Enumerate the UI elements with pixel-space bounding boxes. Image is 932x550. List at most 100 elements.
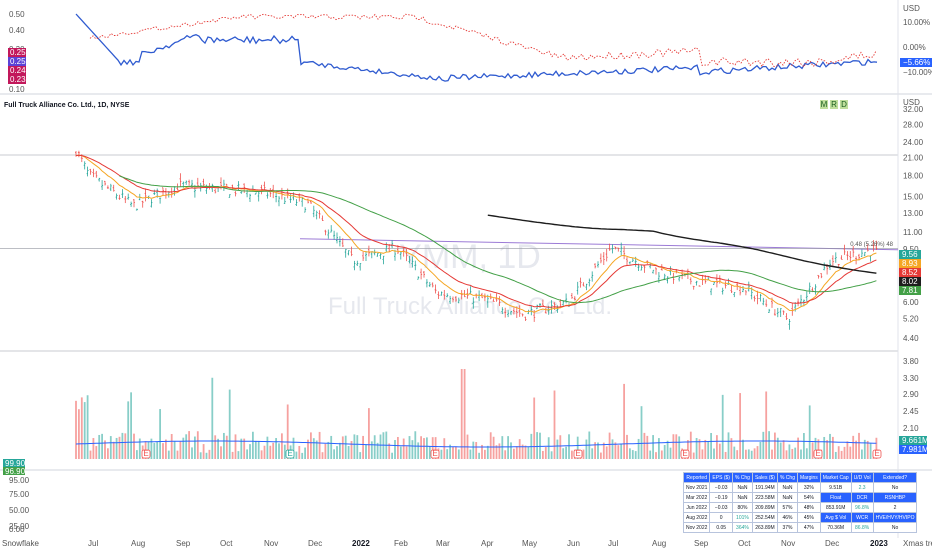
time-axis-label[interactable]: Dec: [308, 539, 322, 548]
volume-bar: [756, 446, 759, 459]
volume-bar: [124, 433, 127, 459]
table-cell: 252.54M: [751, 512, 778, 523]
table-cell: Float: [819, 492, 852, 503]
time-axis-label[interactable]: Jul: [88, 539, 98, 548]
volume-bar: [165, 439, 167, 459]
volume-bar: [692, 452, 695, 459]
table-cell: −0.03: [709, 502, 733, 513]
volume-bar: [666, 440, 669, 459]
table-cell: 46%: [776, 512, 798, 523]
volume-pane[interactable]: 3.80 3.30 2.90 2.45 2.10 E E E E E E E 9.661M7.981…: [3, 357, 929, 476]
volume-bar: [196, 431, 199, 459]
volume-bar: [130, 392, 132, 459]
earnings-marker[interactable]: E: [573, 449, 583, 459]
table-cell: Mar 2022: [682, 492, 711, 503]
fundamentals-header-cell: Extended?: [872, 472, 918, 483]
table-cell: 0: [709, 512, 733, 523]
volume-badge-bg: [899, 445, 927, 454]
time-axis-label[interactable]: Jun: [567, 539, 580, 548]
time-axis-label[interactable]: Dec: [825, 539, 839, 548]
time-axis-label[interactable]: Sep: [176, 539, 191, 548]
time-axis[interactable]: Snowflake Jul Aug Sep Oct Nov Dec 2022 Feb Mar Apr…: [2, 539, 932, 548]
volume-bar: [837, 446, 840, 459]
time-axis-label[interactable]: Snowflake: [2, 539, 39, 548]
time-axis-label[interactable]: Mar: [436, 539, 450, 548]
earnings-marker-label: E: [815, 449, 820, 458]
volume-bar: [513, 448, 515, 459]
volume-tick-label: 3.30: [903, 374, 919, 383]
earnings-marker-box: [430, 449, 440, 459]
table-cell: 0.05: [709, 522, 733, 533]
time-axis-label[interactable]: Oct: [220, 539, 233, 548]
volume-bar: [600, 452, 602, 459]
volume-bar: [605, 446, 608, 459]
table-cell: HVE/HVY/HVIPO: [872, 512, 918, 523]
volume-bar: [118, 436, 121, 459]
volume-bar: [826, 440, 828, 459]
time-axis-label[interactable]: Aug: [652, 539, 666, 548]
volume-tick-label: 3.80: [903, 357, 919, 366]
time-axis-label[interactable]: Nov: [781, 539, 795, 548]
volume-bar: [260, 450, 263, 459]
volume-bar: [594, 442, 596, 459]
price-tick-label: 32.00: [903, 105, 924, 114]
table-cell: 32%: [796, 482, 821, 493]
time-axis-label[interactable]: Oct: [738, 539, 751, 548]
volume-bar: [585, 439, 588, 459]
earnings-marker[interactable]: E: [813, 449, 823, 459]
time-axis-label[interactable]: Jul: [608, 539, 618, 548]
indicator-pane[interactable]: 95.00 75.00 50.00 25.000.00: [9, 476, 30, 534]
top-left-badge: 0.25: [10, 48, 26, 57]
earnings-marker[interactable]: E: [285, 449, 295, 459]
volume-bar: [205, 452, 208, 459]
time-axis-label[interactable]: 2023: [870, 539, 888, 548]
time-axis-label[interactable]: Feb: [394, 539, 408, 548]
volume-bar: [866, 440, 869, 459]
earnings-marker-label: E: [682, 449, 687, 458]
volume-bar: [646, 435, 649, 459]
resistance-line[interactable]: [299, 238, 899, 251]
top-left-badges: 0.250.250.240.23: [8, 48, 26, 84]
volume-bar: [199, 452, 202, 459]
volume-bar: [405, 446, 408, 459]
volume-bar: [211, 377, 214, 459]
indicator-tick-label: 95.00: [9, 476, 30, 485]
earnings-marker[interactable]: E: [680, 449, 690, 459]
price-badge: 8.93: [902, 259, 918, 268]
volume-tick-label: 2.90: [903, 390, 919, 399]
volume-bar: [707, 441, 710, 459]
volume-badge: 9.661M: [902, 436, 929, 445]
earnings-marker[interactable]: E: [141, 449, 151, 459]
volume-bar: [678, 436, 681, 459]
time-axis-label[interactable]: May: [522, 539, 537, 548]
volume-bar: [185, 434, 188, 459]
time-axis-label[interactable]: Sep: [694, 539, 709, 548]
volume-bar: [191, 447, 193, 459]
volume-bar: [814, 437, 817, 459]
time-axis-label[interactable]: Nov: [264, 539, 278, 548]
relative-strength-pane[interactable]: 0.500.400.300.200.10 0.250.250.240.23 US…: [8, 4, 932, 94]
volume-bar: [556, 439, 559, 459]
volume-bar: [721, 394, 724, 459]
time-axis-label[interactable]: 2022: [352, 539, 370, 548]
time-axis-label[interactable]: Aug: [131, 539, 145, 548]
top-left-badge-bg: [8, 66, 26, 75]
price-badges: 9.568.938.528.027.81: [899, 250, 921, 295]
earnings-marker[interactable]: E: [872, 449, 882, 459]
volume-bar: [281, 433, 283, 459]
volume-bar: [716, 435, 718, 459]
volume-bar: [739, 393, 741, 459]
price-pane[interactable]: Full Truck Alliance Co. Ltd., 1D, NYSE M…: [0, 98, 924, 343]
volume-bar: [817, 439, 820, 459]
price-axis: 32.00 28.00 24.00 21.00 18.00 15.00 13.00 11.00…: [903, 105, 924, 343]
time-axis-label[interactable]: Apr: [481, 539, 494, 548]
time-axis-label[interactable]: Xmas tree: [903, 539, 932, 548]
volume-bar: [634, 451, 637, 459]
earnings-marker[interactable]: E: [430, 449, 440, 459]
volume-bar: [631, 450, 634, 459]
volume-bar: [167, 450, 170, 459]
volume-bar: [539, 432, 541, 459]
